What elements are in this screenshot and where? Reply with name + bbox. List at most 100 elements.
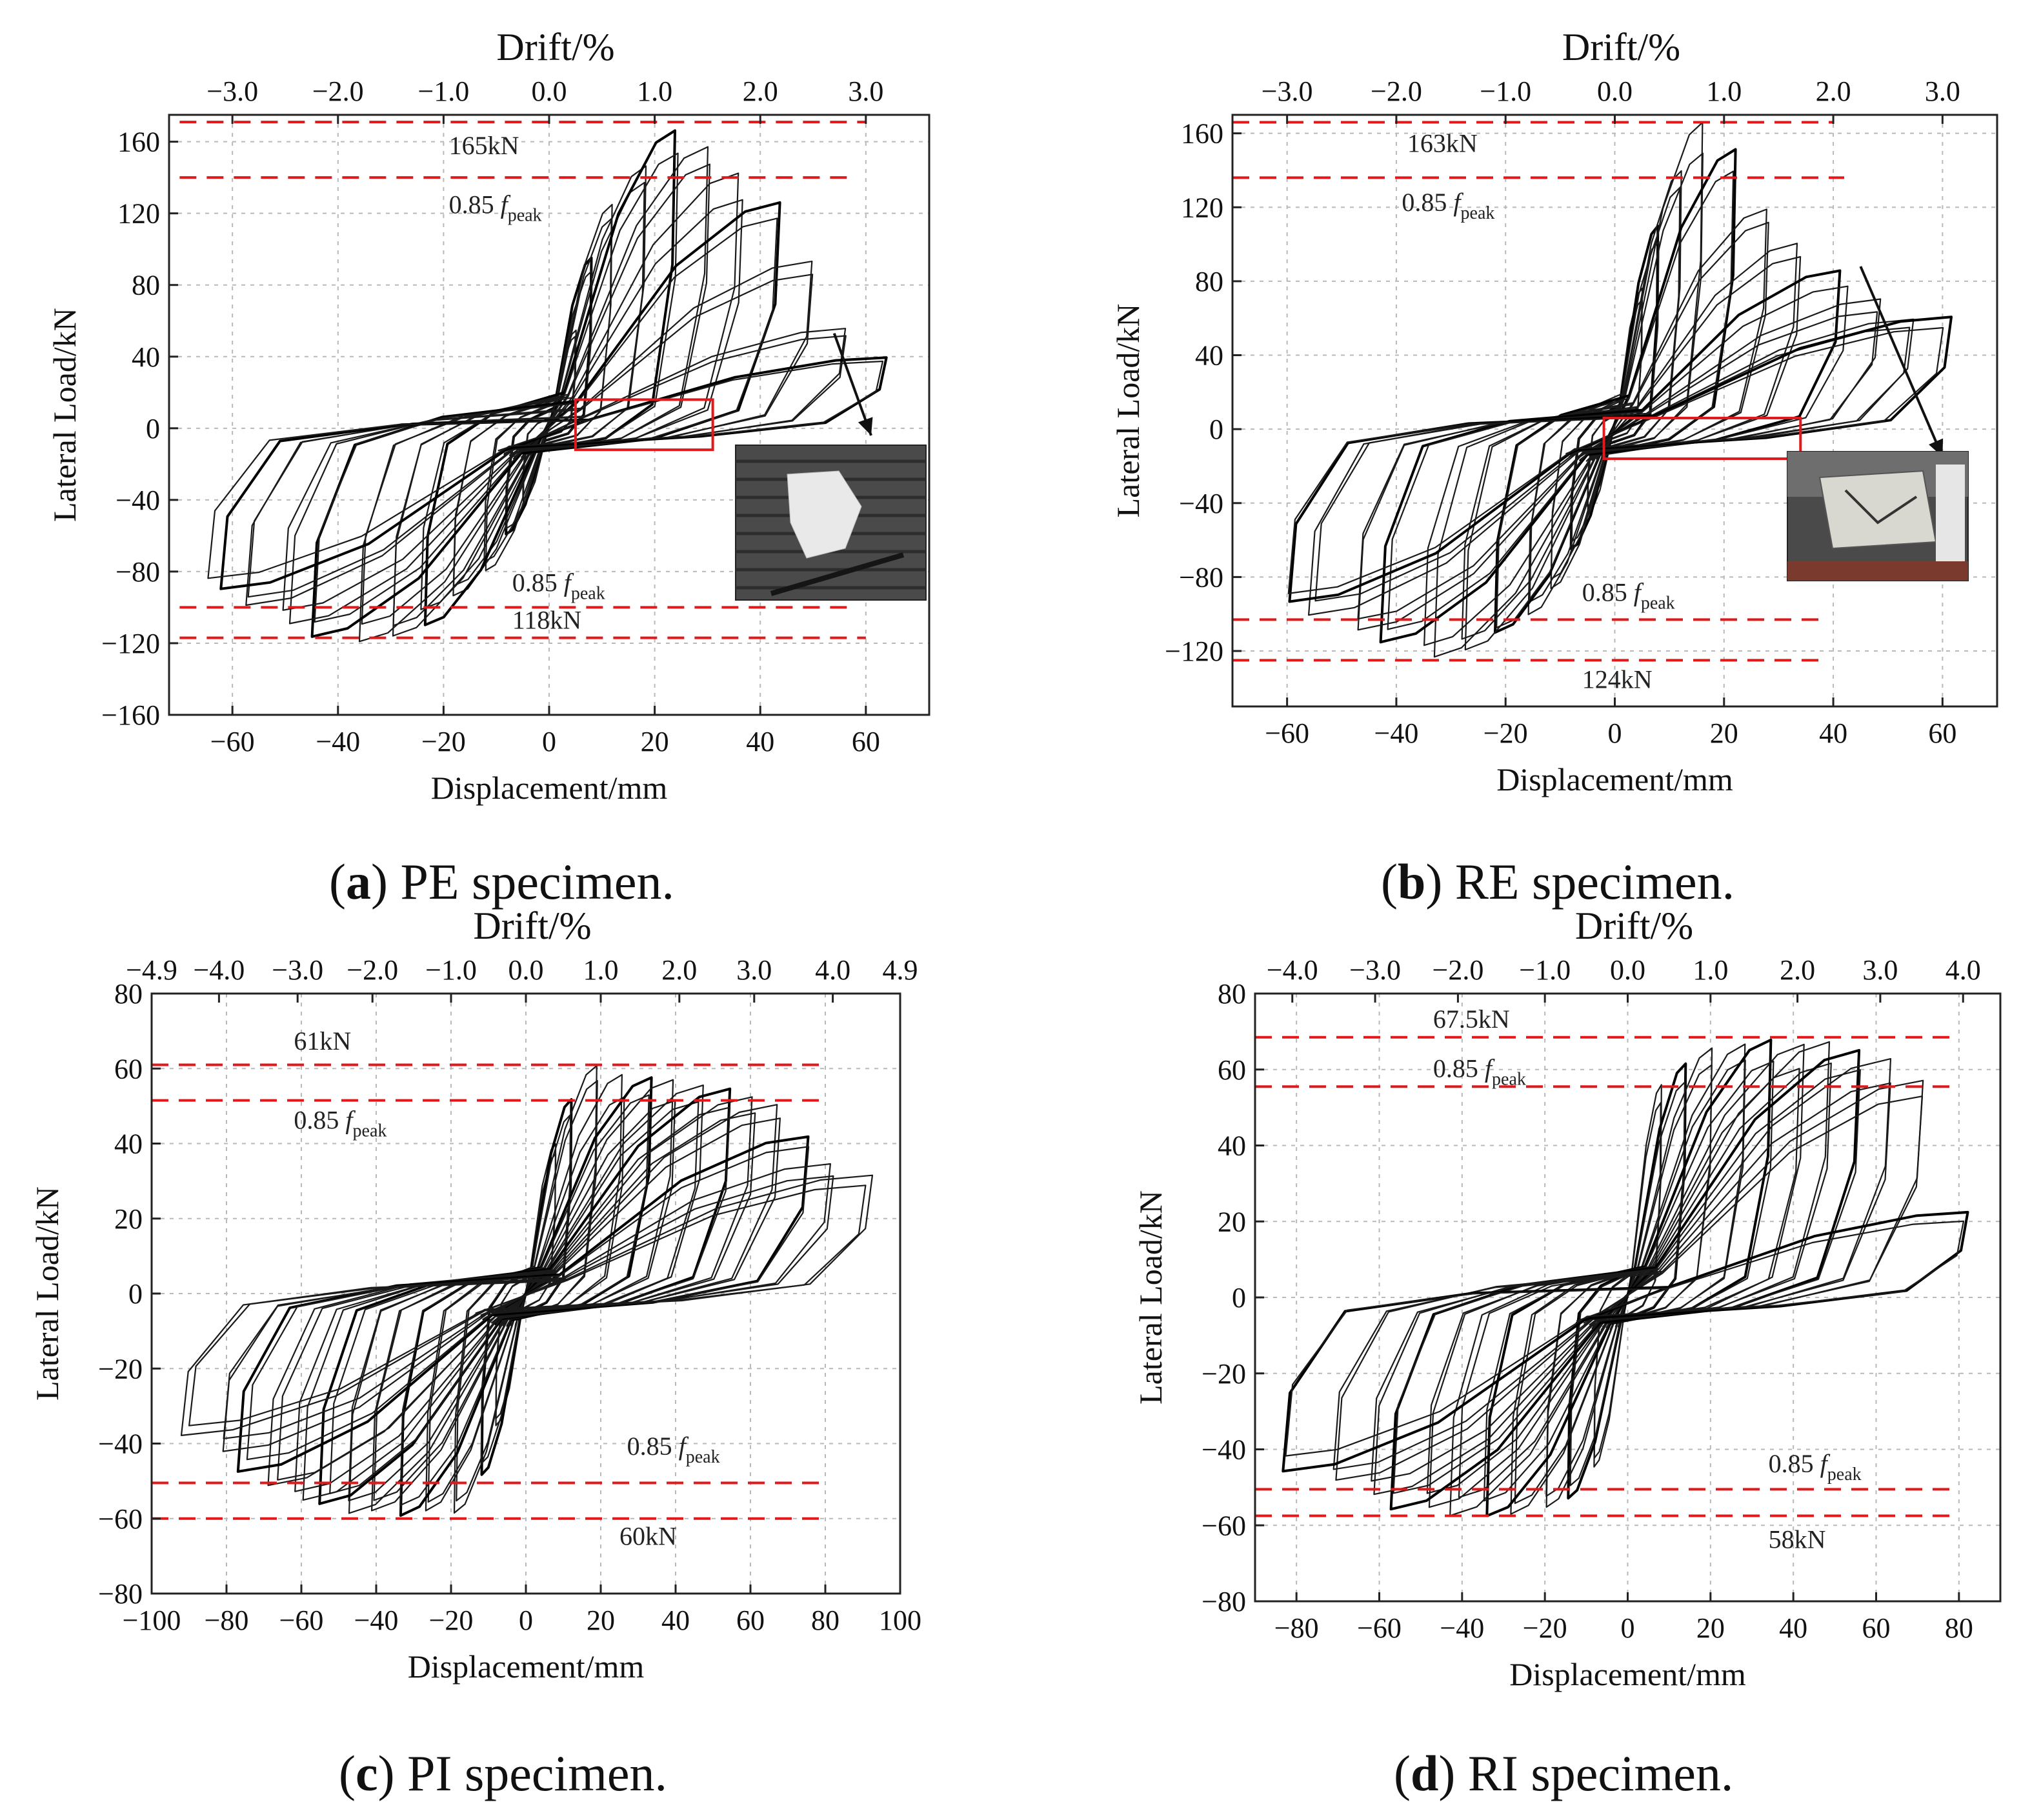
x-axis-title-c: Displacement/mm [408,1648,645,1685]
x-tick-label-2: −20 [1483,717,1528,749]
y-tick-label-2: −40 [1201,1434,1246,1466]
hysteresis-loop-b-10-1 [1287,326,1944,594]
top-tick-label-0: −3.0 [1262,75,1313,107]
y-tick-label-1: −80 [1179,561,1223,593]
chart-panel-c: −100 −80 −60 −40 −20 0 20 40 60 80 100 −80 −60 −40 −20… [0,910,994,1703]
x-tick-label-3: −20 [1523,1612,1567,1644]
top-tick-label-8: 4.0 [1945,954,1981,986]
x-tick-label-6: 60 [852,726,880,757]
hysteresis-loop-a-5-1 [392,163,710,626]
y-tick-label-0: −120 [1165,635,1223,667]
hysteresis-loop-c-8-1 [294,1112,756,1492]
reference-lines-b [1232,121,1844,662]
x-tick-label-2: −20 [421,726,466,757]
y-tick-label-5: 40 [132,341,160,373]
highlight-box-b [1602,416,1802,461]
x-tick-label-4: 0 [1621,1612,1635,1644]
hysteresis-loop-c-11-0 [222,1163,831,1452]
annotation-num-d-2: 0.85 [1769,1449,1820,1478]
grid-a [169,115,929,715]
annotation-d-3: 58kN [1769,1525,1826,1554]
chart-panel-b: −60 −40 −20 0 20 40 60 −120 −80 −40 0 40 80 120 160 −3.… [1058,0,2041,839]
y-tick-label-8: 80 [1218,978,1246,1010]
hysteresis-curves-d [1282,1038,1969,1517]
reference-lines-c [152,1063,825,1520]
annotation-a-2: 0.85 fpeak [512,568,605,603]
y-tick-label-5: 20 [1218,1206,1246,1237]
top-tick-label-0: −4.9 [126,954,177,986]
y-tick-label-7: 120 [117,198,160,230]
top-tick-label-1: −4.0 [193,954,245,986]
y-tick-label-0: −80 [98,1578,143,1610]
top-tick-label-1: −3.0 [1349,954,1401,986]
top-axis-title-d: Drift/% [1575,910,1693,947]
y-axis-b: −120 −80 −40 0 40 80 120 160 [1165,118,1242,667]
hysteresis-loop-a-2-0 [485,204,613,572]
caption-a: (a) PE specimen. [329,854,675,910]
top-tick-label-3: −1.0 [1519,954,1571,986]
top-tick-label-5: 2.0 [743,75,778,107]
x-tick-label-4: 20 [1710,717,1738,749]
x-tick-label-5: 20 [1696,1612,1725,1644]
y-axis-title-b: Lateral Load/kN [1110,304,1146,518]
caption-b: (b) RE specimen. [1381,854,1735,910]
y-tick-label-6: 120 [1181,192,1223,223]
caption-a-letter: a [345,854,371,910]
hysteresis-loop-b-3-1 [1529,152,1704,603]
hysteresis-loop-c-10-0 [236,1135,810,1473]
y-axis-title-d: Lateral Load/kN [1132,1190,1169,1405]
caption-c-letter: c [355,1745,378,1801]
top-tick-label-2: −1.0 [417,75,469,107]
inset-photo-block-b [1818,470,1937,550]
top-axis-title-b: Drift/% [1562,26,1680,68]
top-tick-label-9: 4.0 [815,954,850,986]
top-axis-d: −4.0 −3.0 −2.0 −1.0 0.0 1.0 2.0 3.0 4.0 [1267,954,1981,1003]
inset-photo-bar-a [770,552,905,596]
annotation-num-a-2: 0.85 [512,568,564,597]
y-tick-label-2: −80 [116,556,160,588]
annotation-sub-d-1: peak [1492,1070,1526,1090]
annotation-a-0: 165kN [449,131,519,160]
x-tick-label-6: 60 [1928,717,1956,749]
annotation-b-2: 0.85 fpeak [1582,578,1675,614]
hysteresis-loop-b-8-0 [1357,298,1882,631]
y-tick-label-8: 80 [114,978,143,1010]
top-tick-label-3: −2.0 [347,954,398,986]
top-tick-label-4: 1.0 [1706,75,1742,107]
y-axis-title-c: Lateral Load/kN [29,1186,65,1401]
y-tick-label-2: −40 [98,1428,143,1460]
x-tick-label-5: 0 [519,1605,533,1636]
reference-lines-d [1255,1035,1959,1517]
hysteresis-loop-a-10-1 [207,360,884,579]
y-tick-label-8: 160 [117,126,160,158]
annotation-d-0: 67.5kN [1433,1005,1510,1034]
y-tick-label-2: −40 [1179,488,1223,519]
annotation-sub-d-2: peak [1827,1465,1862,1485]
top-axis-title-a: Drift/% [496,26,614,68]
chart-a-svg: −60 −40 −20 0 20 40 60 −160 −120 −80 −40 0 40 80 120 16… [46,26,930,806]
x-axis-title-a: Displacement/mm [431,770,668,806]
hysteresis-loop-b-2-1 [1550,186,1681,580]
y-tick-label-5: 20 [114,1203,143,1235]
x-tick-label-1: −40 [1374,717,1419,749]
y-tick-label-4: 40 [1195,340,1223,372]
x-axis-b: −60 −40 −20 0 20 40 60 [1265,697,1956,749]
chart-b-svg: −60 −40 −20 0 20 40 60 −120 −80 −40 0 40 80 120 160 −3.… [1110,26,1998,797]
x-tick-label-1: −60 [1357,1612,1402,1644]
inset-photo-b [1787,451,1969,581]
y-tick-label-4: 0 [1232,1282,1246,1314]
top-tick-label-2: −1.0 [1480,75,1531,107]
annotations-c: 61kN 0.85 fpeak 0.85 fpeak 60kN [294,1026,719,1550]
hysteresis-loop-a-2-1 [483,217,612,563]
top-tick-label-4: 1.0 [637,75,672,107]
annotation-c-1: 0.85 fpeak [294,1105,387,1141]
top-tick-label-3: 0.0 [1597,75,1633,107]
annotations-a: 165kN 0.85 fpeak 0.85 fpeak 118kN [449,131,605,635]
x-tick-label-8: 60 [736,1605,765,1636]
y-axis-d: −80 −60 −40 −20 0 20 40 60 80 [1201,978,1264,1617]
arrow-line-a [832,333,872,436]
x-axis-title-b: Displacement/mm [1496,761,1733,797]
hysteresis-loop-d-10-1 [1285,1220,1965,1457]
hysteresis-loop-c-12-0 [180,1174,874,1436]
annotation-num-b-2: 0.85 [1582,578,1634,607]
